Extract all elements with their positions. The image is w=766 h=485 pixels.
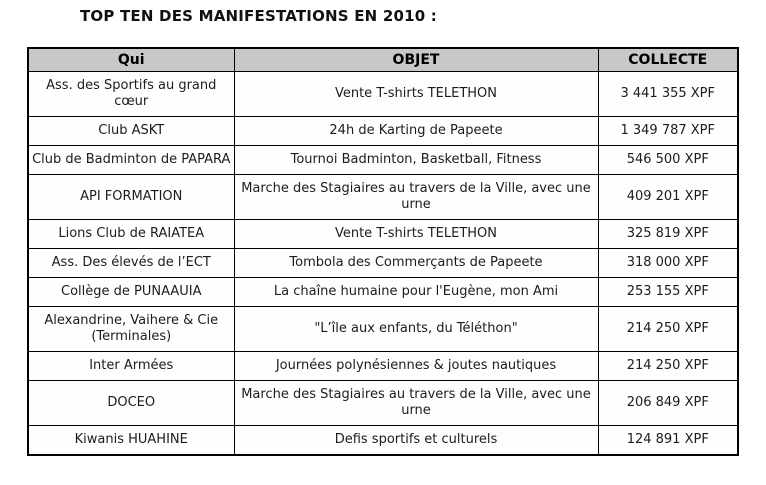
cell-qui: Alexandrine, Vaihere & Cie (Terminales) [27, 306, 235, 352]
header-row: Qui OBJET COLLECTE [27, 47, 739, 72]
cell-collecte: 124 891 XPF [597, 425, 739, 456]
cell-objet: "L’île aux enfants, du Téléthon" [233, 306, 599, 352]
cell-objet: Vente T-shirts TELETHON [233, 219, 599, 249]
cell-qui: Club de Badminton de PAPARA [27, 145, 235, 175]
cell-qui: Ass. des Sportifs au grand cœur [27, 71, 235, 117]
cell-collecte: 3 441 355 XPF [597, 71, 739, 117]
cell-qui: Ass. Des élevés de l’ECT [27, 248, 235, 278]
cell-objet: Journées polynésiennes & joutes nautique… [233, 351, 599, 381]
table-row: Inter Armées Journées polynésiennes & jo… [27, 351, 739, 381]
column-header-objet: OBJET [233, 47, 599, 72]
table-row: Alexandrine, Vaihere & Cie (Terminales) … [27, 306, 739, 352]
cell-collecte: 318 000 XPF [597, 248, 739, 278]
cell-objet: 24h de Karting de Papeete [233, 116, 599, 146]
cell-collecte: 214 250 XPF [597, 306, 739, 352]
cell-objet: La chaîne humaine pour l'Eugène, mon Ami [233, 277, 599, 307]
page-title: TOP TEN DES MANIFESTATIONS EN 2010 : [80, 7, 437, 25]
cell-objet: Tournoi Badminton, Basketball, Fitness [233, 145, 599, 175]
cell-collecte: 214 250 XPF [597, 351, 739, 381]
table-body: Ass. des Sportifs au grand cœur Vente T-… [27, 71, 739, 456]
cell-qui: Inter Armées [27, 351, 235, 381]
cell-qui: Collège de PUNAAUIA [27, 277, 235, 307]
table-row: API FORMATION Marche des Stagiaires au t… [27, 174, 739, 220]
cell-qui: Lions Club de RAIATEA [27, 219, 235, 249]
cell-collecte: 546 500 XPF [597, 145, 739, 175]
cell-objet: Marche des Stagiaires au travers de la V… [233, 174, 599, 220]
table-row: Kiwanis HUAHINE Defis sportifs et cultur… [27, 425, 739, 456]
table-row: Collège de PUNAAUIA La chaîne humaine po… [27, 277, 739, 307]
cell-collecte: 325 819 XPF [597, 219, 739, 249]
table-header: Qui OBJET COLLECTE [27, 47, 739, 72]
cell-qui: Club ASKT [27, 116, 235, 146]
cell-collecte: 409 201 XPF [597, 174, 739, 220]
cell-collecte: 1 349 787 XPF [597, 116, 739, 146]
table-row: Ass. des Sportifs au grand cœur Vente T-… [27, 71, 739, 117]
table-row: Lions Club de RAIATEA Vente T-shirts TEL… [27, 219, 739, 249]
column-header-collecte: COLLECTE [597, 47, 739, 72]
top-ten-table: Qui OBJET COLLECTE Ass. des Sportifs au … [27, 47, 739, 456]
cell-objet: Marche des Stagiaires au travers de la V… [233, 380, 599, 426]
table-row: DOCEO Marche des Stagiaires au travers d… [27, 380, 739, 426]
column-header-qui: Qui [27, 47, 235, 72]
cell-objet: Vente T-shirts TELETHON [233, 71, 599, 117]
table-row: Ass. Des élevés de l’ECT Tombola des Com… [27, 248, 739, 278]
table-row: Club de Badminton de PAPARA Tournoi Badm… [27, 145, 739, 175]
cell-collecte: 206 849 XPF [597, 380, 739, 426]
cell-qui: API FORMATION [27, 174, 235, 220]
cell-qui: Kiwanis HUAHINE [27, 425, 235, 456]
cell-objet: Defis sportifs et culturels [233, 425, 599, 456]
cell-objet: Tombola des Commerçants de Papeete [233, 248, 599, 278]
table-row: Club ASKT 24h de Karting de Papeete 1 34… [27, 116, 739, 146]
cell-collecte: 253 155 XPF [597, 277, 739, 307]
cell-qui: DOCEO [27, 380, 235, 426]
